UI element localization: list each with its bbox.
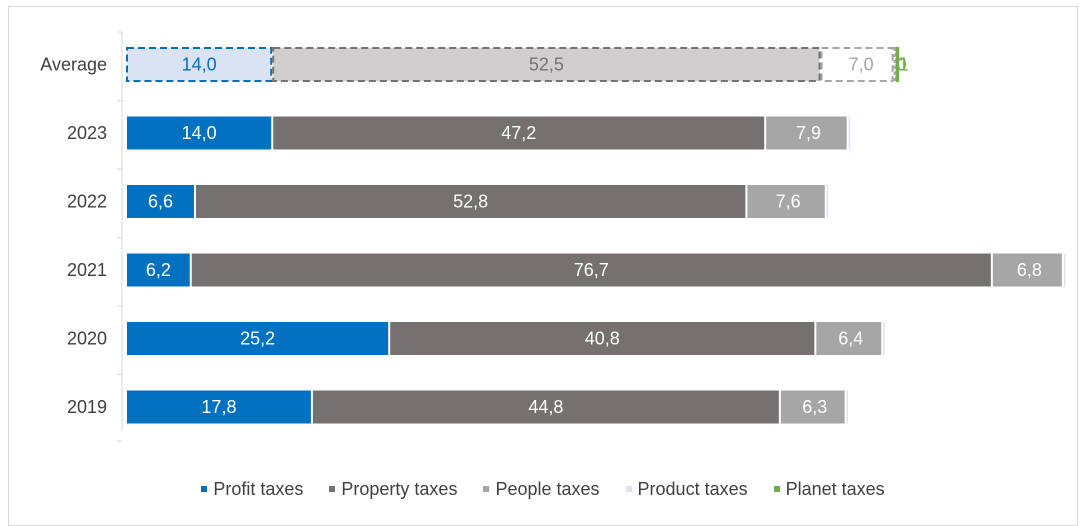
data-label: 0 [829,192,839,212]
legend-swatch [201,486,208,492]
bar-segment-profit-taxes [127,253,190,287]
data-label: 40,8 [585,329,620,349]
legend-item-people-taxes: People taxes [483,478,600,500]
legend-swatch [329,486,336,492]
bar-segment-planet-taxes [895,47,900,82]
legend-label: Planet taxes [785,478,885,499]
data-label: 6,4 [838,329,863,349]
bar-segment-people-taxes [780,390,845,424]
legend-swatch [773,486,780,492]
legend-label: Profit taxes [213,478,304,499]
data-label: 7,0 [849,55,874,75]
data-label: 14,0 [182,123,217,143]
data-label: 76,7 [574,260,609,280]
bar-segment-property-taxes [312,390,779,424]
data-label: 0 [849,397,859,417]
bar-segment-profit-taxes [127,390,311,424]
bar-segment-planet-taxes [885,322,887,355]
legend-label: People taxes [495,478,600,499]
chart-legend: Profit taxes Property taxes People taxes Pr… [0,476,1086,502]
data-label: 1 [899,55,909,75]
data-label: 0 [897,55,907,75]
data-label: 6,3 [802,397,827,417]
category-label: 2022 [67,192,107,212]
bar-segment-product-taxes [848,116,851,150]
bar-segment-product-taxes [846,390,849,424]
bar-segment-planet-taxes [848,390,851,424]
data-label: 6,2 [146,260,171,280]
legend-item-product-taxes: Product taxes [625,478,748,500]
bar-segment-planet-taxes [1065,253,1068,287]
data-label: 52,8 [453,192,488,212]
bar-segment-people-taxes [820,47,894,82]
bar-segment-product-taxes [883,322,885,355]
data-label: 6,6 [148,192,173,212]
data-label: 7,6 [776,192,801,212]
bar-segment-property-taxes [195,185,746,218]
bar-segment-people-taxes [747,185,825,218]
category-label: 2021 [67,260,107,280]
data-label: 6,8 [1017,260,1042,280]
bar-segment-profit-taxes [127,185,194,218]
category-label: Average [40,55,107,75]
data-label: 52,5 [529,55,564,75]
bar-segment-people-taxes [816,322,882,355]
legend-label: Property taxes [341,478,458,499]
bar-segment-profit-taxes [127,116,272,150]
bar-segment-people-taxes [992,253,1062,287]
data-label: 44,8 [528,397,563,417]
bar-segment-profit-taxes [127,322,389,355]
legend-swatch [483,486,490,492]
legend-label: Product taxes [637,478,748,499]
data-label: 0 [885,329,895,349]
data-label: 17,8 [201,397,236,417]
bar-segment-property-taxes [273,116,765,150]
bar-segment-people-taxes [766,116,847,150]
data-label: 25,2 [240,329,275,349]
legend-item-planet-taxes: Planet taxes [773,478,885,500]
data-label: 0 [851,123,861,143]
data-label: 0 [1066,260,1076,280]
data-label: 7,9 [796,123,821,143]
data-label: 47,2 [501,123,536,143]
legend-item-profit-taxes: Profit taxes [201,479,303,500]
legend-item-property-taxes: Property taxes [329,479,457,500]
bar-segment-property-taxes [272,47,821,82]
bar-segment-product-taxes [826,185,829,218]
category-label: 2020 [67,329,107,349]
legend-swatch [625,486,632,492]
bar-segment-property-taxes [390,322,815,355]
category-label: 2019 [67,397,107,417]
data-label: 14,0 [182,55,217,75]
bar-segment-property-taxes [191,253,991,287]
bar-segment-profit-taxes [126,47,273,82]
category-label: 2023 [67,123,107,143]
bar-segment-product-taxes [1063,253,1066,287]
bar-segment-planet-taxes [828,185,831,218]
bar-segment-planet-taxes [850,116,853,150]
